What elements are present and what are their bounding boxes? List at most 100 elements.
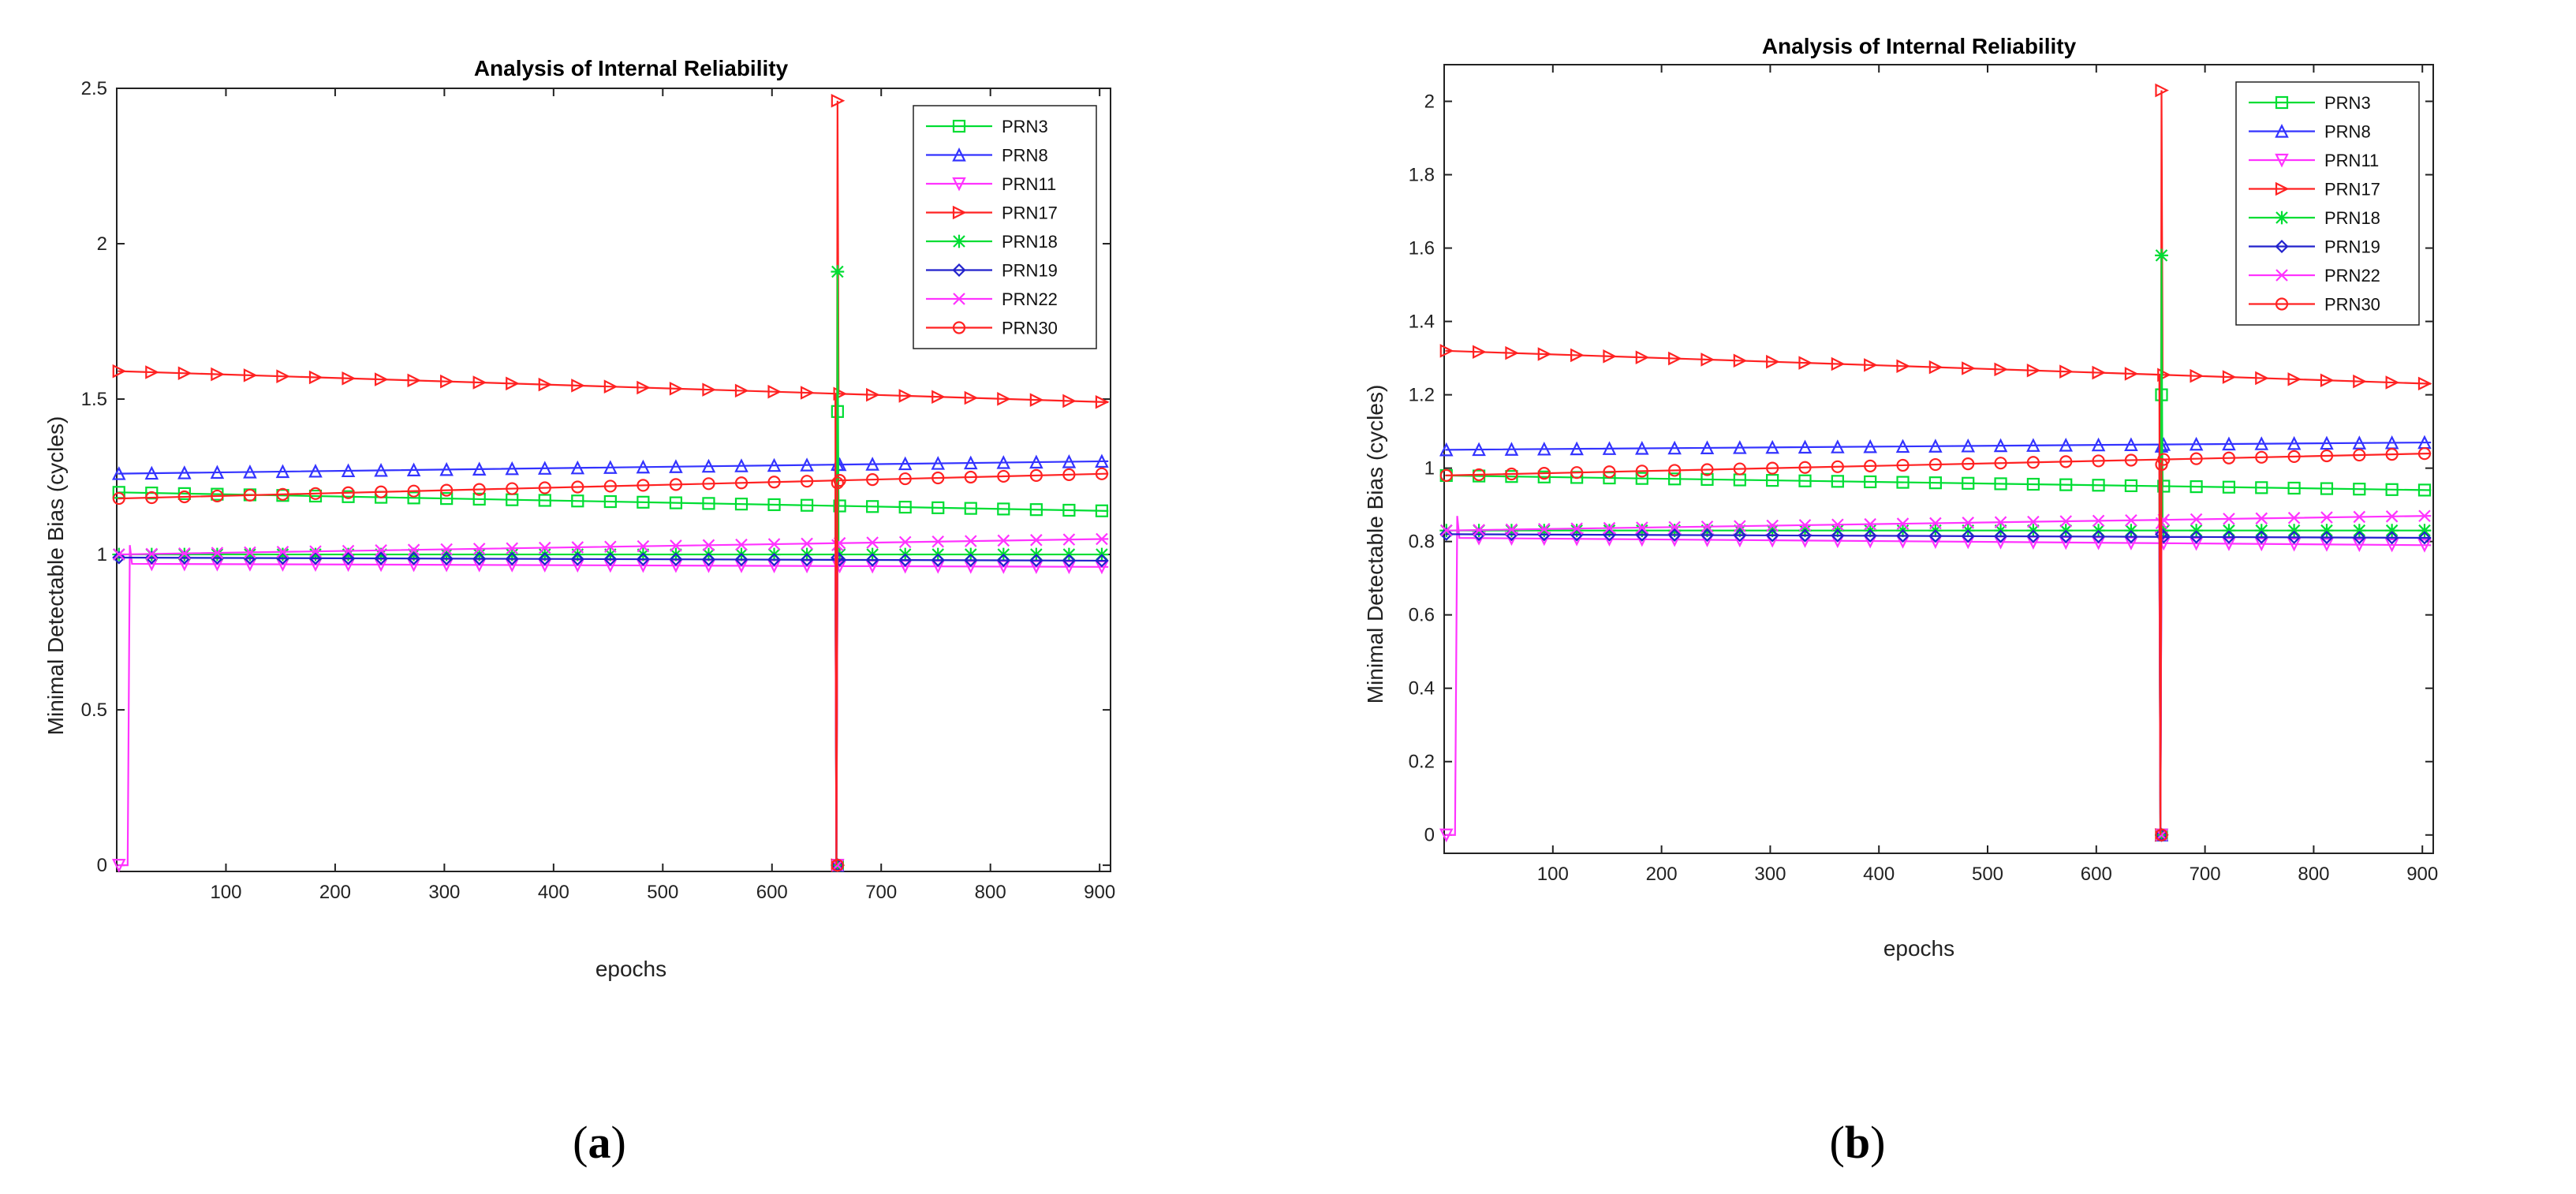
data-point-marker [538, 481, 551, 494]
data-point-marker [2124, 367, 2139, 381]
data-point-marker [243, 465, 257, 479]
data-point-marker [2384, 538, 2399, 553]
data-point-marker [144, 465, 159, 480]
data-point-marker [1734, 520, 1746, 532]
chart-a-svg: Analysis of Internal Reliability epochs … [43, 56, 1115, 1168]
data-point-marker [2287, 372, 2302, 386]
data-point-marker [1667, 528, 1682, 542]
data-point-marker [1570, 522, 1583, 535]
data-point-marker [866, 387, 880, 402]
data-point-marker [211, 489, 224, 503]
data-point-marker [1928, 438, 1943, 453]
data-point-marker [1603, 465, 1616, 479]
data-point-marker [800, 475, 814, 488]
data-point-marker [636, 459, 651, 474]
data-point-marker [1668, 464, 1682, 477]
x-tick-label: 100 [210, 882, 241, 903]
data-point-marker [997, 502, 1010, 516]
data-point-marker [112, 550, 126, 565]
data-point-marker [2418, 509, 2431, 522]
data-point-marker [2157, 479, 2171, 493]
legend-item: PRN11 [2249, 151, 2379, 170]
data-point-marker [898, 389, 913, 403]
data-point-marker [1766, 354, 1780, 369]
data-point-marker [505, 461, 520, 476]
data-point-marker [2417, 447, 2432, 461]
data-point-marker [276, 545, 289, 558]
legend-label: PRN30 [1002, 319, 1058, 338]
data-point-marker [571, 379, 585, 393]
series-line [118, 556, 1109, 866]
data-point-marker [603, 494, 617, 509]
data-point-marker [2091, 437, 2106, 452]
x-tick-label: 300 [1754, 864, 1786, 885]
data-point-marker [669, 459, 683, 473]
data-point-marker [1029, 503, 1043, 517]
data-point-marker [1029, 454, 1043, 469]
y-axis-label: Minimal Detectable Bias (cycles) [1363, 385, 1387, 704]
legend-item: PRN11 [926, 174, 1056, 194]
legend-marker [952, 147, 966, 162]
data-point-marker [374, 372, 389, 386]
data-point-marker [1095, 504, 1109, 517]
legend-item: PRN8 [2249, 122, 2371, 142]
data-point-marker [2255, 481, 2268, 494]
data-point-marker [1766, 461, 1779, 475]
data-point-marker [1700, 440, 1715, 454]
legend: PRN3 PRN8 PRN11 PRN17 PRN18 PRN19 PRN22 PRN30 [913, 105, 1097, 349]
plot-area-frame [1443, 64, 2434, 854]
data-point-marker [2124, 530, 2138, 544]
data-point-marker [406, 462, 421, 476]
data-point-marker [2254, 530, 2268, 544]
legend-label: PRN3 [2324, 93, 2371, 113]
data-point-marker [407, 373, 422, 388]
data-point-marker [2287, 481, 2301, 495]
data-point-marker [1570, 441, 1584, 456]
series-line [1445, 441, 2432, 835]
series-line [118, 538, 1109, 866]
data-point-marker [1537, 470, 1551, 483]
data-point-marker [439, 461, 454, 476]
data-point-marker [210, 465, 225, 479]
data-point-marker [865, 457, 879, 471]
data-point-marker [734, 552, 749, 567]
data-point-marker [2059, 515, 2073, 528]
legend: PRN3 PRN8 PRN11 PRN17 PRN18 PRN19 PRN22 PRN30 [2235, 81, 2420, 326]
caption-b: (b) [1830, 1117, 1886, 1168]
data-point-marker [1766, 474, 1779, 487]
data-point-marker [2222, 530, 2236, 544]
data-point-marker [308, 464, 323, 478]
caption-a: (a) [573, 1117, 626, 1168]
y-tick-label: 2 [97, 233, 107, 255]
data-point-marker [2320, 449, 2334, 463]
data-point-marker [931, 390, 946, 404]
data-point-marker [1472, 345, 1487, 360]
data-point-marker [1765, 439, 1779, 454]
data-point-marker [636, 552, 650, 566]
series-line [1445, 514, 2432, 835]
data-point-marker [538, 541, 551, 554]
data-point-marker [570, 552, 584, 566]
data-point-marker [111, 859, 126, 873]
spike-low-marker [831, 859, 844, 872]
data-point-marker [1994, 516, 2007, 528]
data-point-marker [669, 552, 683, 566]
data-point-marker [800, 457, 814, 472]
data-point-marker [2190, 530, 2204, 544]
data-point-marker [2124, 453, 2138, 467]
data-point-marker [2059, 455, 2073, 468]
data-point-marker [1635, 465, 1648, 478]
data-point-marker [2352, 531, 2366, 545]
data-point-marker [1439, 468, 1453, 482]
data-point-marker [801, 537, 813, 550]
data-point-marker [505, 552, 519, 566]
data-point-marker [1062, 454, 1077, 468]
y-tick-label: 1 [1424, 458, 1435, 479]
data-point-marker [1896, 476, 1910, 489]
data-point-marker [2026, 438, 2040, 452]
data-point-marker [308, 487, 323, 500]
data-point-marker [1701, 463, 1714, 476]
data-point-marker [637, 479, 650, 492]
legend-marker [2275, 239, 2289, 254]
data-point-marker [374, 462, 388, 477]
